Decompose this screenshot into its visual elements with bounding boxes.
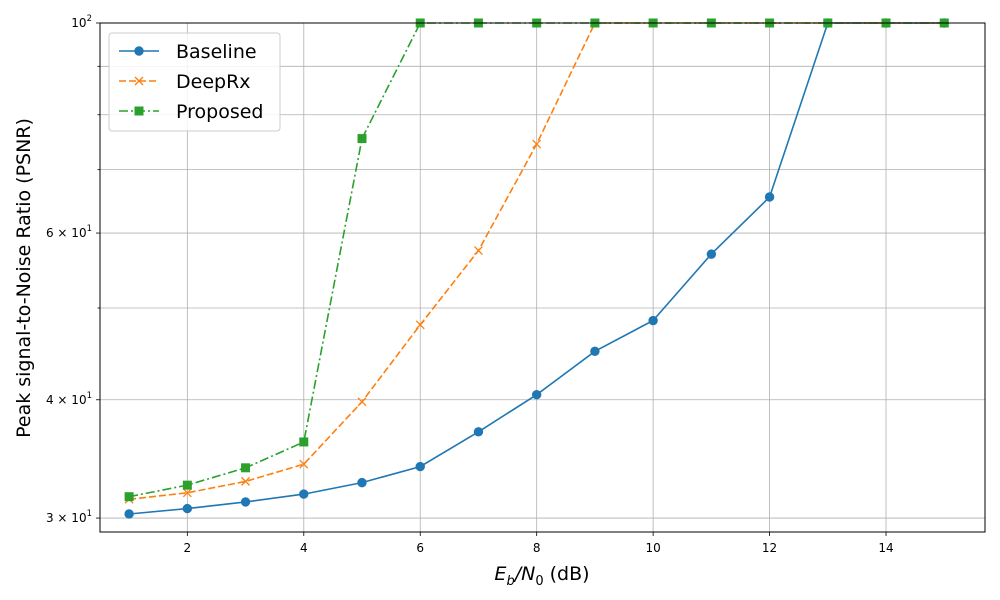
x-marker-stroke [473, 246, 483, 256]
data-point-proposed [241, 463, 251, 473]
legend-marker-baseline [134, 46, 144, 56]
data-point-baseline [299, 489, 309, 499]
data-point-deeprx [532, 139, 542, 149]
x-marker-stroke [357, 397, 367, 407]
legend-label-deeprx: DeepRx [176, 71, 251, 93]
legend: Baseline DeepRx Proposed [108, 32, 281, 132]
x-marker-stroke [134, 76, 144, 86]
legend-item-proposed: Proposed [119, 101, 263, 123]
x-marker-stroke [241, 476, 251, 486]
data-point-deeprx [357, 397, 367, 407]
y-tick-label: 3 × 101 [46, 509, 92, 525]
legend-box [108, 32, 281, 132]
legend-item-baseline: Baseline [119, 41, 257, 63]
y-tick-label: 102 [71, 14, 92, 30]
data-point-deeprx [415, 320, 425, 330]
x-tick-label: 12 [762, 541, 777, 555]
legend-item-deeprx: DeepRx [119, 71, 251, 93]
x-marker-stroke [299, 459, 309, 469]
axis-ticks: 2 4 6 8 10 12 14 3 × 101 4 × 101 6 × 101 102 [46, 14, 894, 555]
x-marker-stroke [182, 488, 192, 498]
legend-label-proposed: Proposed [176, 101, 263, 123]
data-point-baseline [706, 249, 717, 259]
x-tick-label: 4 [300, 541, 308, 555]
data-point-baseline [357, 477, 367, 488]
data-point-baseline [415, 461, 425, 472]
x-marker-stroke [532, 139, 542, 149]
data-point-baseline [531, 389, 542, 400]
y-tick-label: 4 × 101 [46, 391, 92, 407]
data-point-deeprx [241, 476, 251, 486]
data-point-deeprx [473, 246, 483, 256]
data-point-baseline [764, 192, 775, 202]
x-tick-label: 2 [184, 541, 192, 555]
y-axis-label: Peak signal-to-Noise Ratio (PSNR) [13, 118, 35, 438]
x-tick-label: 8 [533, 541, 541, 555]
plot-frame [99, 22, 986, 533]
legend-marker-proposed [134, 106, 144, 116]
data-point-proposed [299, 437, 309, 447]
data-point-baseline [182, 503, 193, 514]
data-point-baseline [124, 509, 134, 519]
data-point-deeprx [182, 488, 192, 498]
data-point-proposed [182, 480, 192, 490]
x-tick-label: 14 [878, 541, 893, 555]
x-tick-label: 6 [416, 541, 424, 555]
data-point-baseline [473, 427, 484, 437]
data-point-proposed [357, 134, 367, 144]
data-point-proposed [124, 492, 134, 502]
x-marker-stroke [415, 320, 425, 330]
x-axis-label: Eb/N0 (dB) [494, 563, 589, 589]
legend-label-baseline: Baseline [176, 41, 257, 63]
data-point-deeprx [299, 459, 309, 469]
data-point-baseline [648, 315, 658, 326]
x-tick-label: 10 [645, 541, 660, 555]
legend-marker-deeprx [134, 76, 144, 86]
data-point-baseline [240, 497, 251, 507]
data-point-baseline [590, 346, 600, 357]
y-tick-label: 6 × 101 [46, 224, 92, 240]
grid-lines [100, 22, 985, 532]
